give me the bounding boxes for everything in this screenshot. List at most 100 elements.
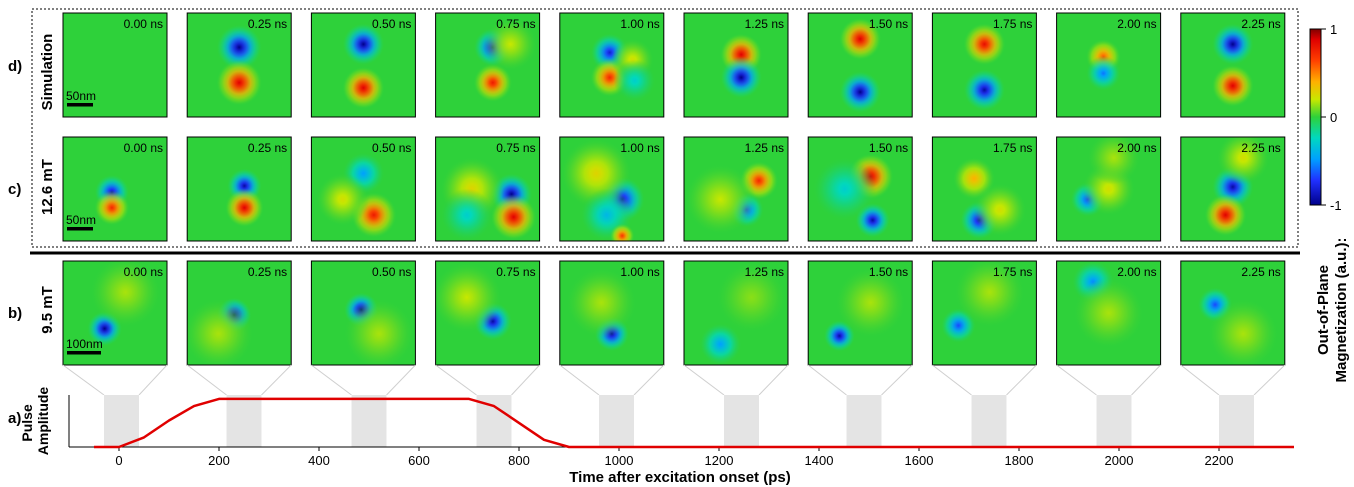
magnetization-feature xyxy=(435,262,503,333)
frame-panel: 0.75 ns xyxy=(435,12,541,118)
frame-time-label: 1.50 ns xyxy=(869,17,908,31)
gate-connector-right xyxy=(138,364,168,396)
frame-border xyxy=(435,260,541,366)
frame-border xyxy=(931,136,1037,242)
frame-time-label: 1.00 ns xyxy=(620,17,659,31)
magnetization-feature xyxy=(1087,137,1141,185)
frame-border xyxy=(1056,12,1162,118)
x-tick-label: 1800 xyxy=(1005,453,1034,468)
x-tick-label: 2000 xyxy=(1105,453,1134,468)
frame-panel: 0.50 ns xyxy=(310,12,416,118)
magnetization-feature xyxy=(473,63,513,103)
frame-panel: 1.75 ns xyxy=(931,260,1037,366)
x-tick-label: 1600 xyxy=(905,453,934,468)
gate-connectors xyxy=(62,364,1286,396)
frame-rows: 0.00 ns 50nm 0.25 ns 0.50 ns 0.75 ns 1.00 ns 1… xyxy=(62,12,1286,366)
frame-panel: 2.00 ns xyxy=(1056,136,1162,242)
pulse-series-line xyxy=(94,397,1294,449)
pulse-plot: 0 200 400 600 800 1000 1200 1400 1600 1800 2000 220… xyxy=(19,387,1294,486)
magnetization-feature xyxy=(1207,298,1279,365)
frame-panel: 1.00 ns xyxy=(559,12,665,118)
gate-connector-right xyxy=(633,364,665,396)
frame-time-label: 2.25 ns xyxy=(1241,141,1280,155)
row-label-9-5-mt: 9.5 mT xyxy=(39,286,56,334)
pulse-ylabel-line1: Pulse xyxy=(19,404,35,442)
frame-time-label: 0.00 ns xyxy=(124,265,163,279)
frame-time-label: 1.25 ns xyxy=(745,17,784,31)
frame-time-label: 0.50 ns xyxy=(372,17,411,31)
x-tick-label: 1000 xyxy=(605,453,634,468)
gate-connector-right xyxy=(386,364,416,396)
frame-panel: 1.00 ns xyxy=(559,260,665,366)
scale-bar-label: 50nm xyxy=(66,213,96,227)
row-label-simulation: Simulation xyxy=(39,34,56,111)
magnetization-feature xyxy=(1073,277,1144,349)
gate-connector-right xyxy=(758,364,789,396)
gate-windows xyxy=(104,395,1254,447)
frame-panel: 0.25 ns xyxy=(186,260,292,366)
magnetization-feature xyxy=(1216,137,1270,185)
frame-panel: 0.25 ns xyxy=(186,12,292,118)
frame-panel: 0.50 ns xyxy=(310,136,416,242)
frame-time-label: 1.00 ns xyxy=(620,141,659,155)
frame-border xyxy=(1180,136,1286,242)
gate-connector-right xyxy=(1131,364,1161,396)
frame-panel: 1.25 ns xyxy=(683,260,789,366)
frame-time-label: 2.00 ns xyxy=(1117,141,1156,155)
frame-border xyxy=(186,136,292,242)
frame-time-label: 2.25 ns xyxy=(1241,265,1280,279)
frame-border xyxy=(683,260,789,366)
colorbar-tick-label: -1 xyxy=(1330,198,1342,213)
gate-connector-left xyxy=(1180,364,1220,396)
x-tick-label: 1200 xyxy=(705,453,734,468)
x-tick-label: 2200 xyxy=(1205,453,1234,468)
x-tick-label: 400 xyxy=(308,453,330,468)
frame-border xyxy=(435,12,541,118)
frame-panel: 2.00 ns xyxy=(1056,260,1162,366)
frame-border xyxy=(683,136,789,242)
gate-window xyxy=(971,395,1007,447)
frame-time-label: 1.50 ns xyxy=(869,265,908,279)
gate-window xyxy=(1096,395,1132,447)
frame-border xyxy=(310,12,416,118)
frame-border xyxy=(186,260,292,366)
x-tick-label: 600 xyxy=(408,453,430,468)
frame-border xyxy=(683,12,789,118)
panel-b-label: b) xyxy=(8,305,22,322)
gate-connector-left xyxy=(186,364,227,396)
frame-background xyxy=(63,13,167,117)
magnetization-feature xyxy=(342,22,385,66)
frame-panel: 2.25 ns xyxy=(1180,12,1286,118)
frame-time-label: 0.25 ns xyxy=(248,17,287,31)
frame-time-label: 0.75 ns xyxy=(496,17,535,31)
frame-border xyxy=(807,12,913,118)
frame-time-label: 1.75 ns xyxy=(993,141,1032,155)
magnetization-feature xyxy=(812,157,877,221)
gate-window xyxy=(724,395,759,447)
frame-time-label: 1.00 ns xyxy=(620,265,659,279)
gate-connector-right xyxy=(881,364,913,396)
gate-window xyxy=(1219,395,1254,447)
x-tick-label: 1400 xyxy=(805,453,834,468)
frame-border xyxy=(559,136,665,242)
magnetization-feature xyxy=(1211,22,1255,66)
frame-time-label: 1.50 ns xyxy=(869,141,908,155)
frame-border xyxy=(931,260,1037,366)
pulse-ylabel-line2: Amplitude xyxy=(35,387,51,456)
frame-panel: 2.00 ns xyxy=(1056,12,1162,118)
magnetization-feature xyxy=(685,164,756,235)
frame-time-label: 0.75 ns xyxy=(496,265,535,279)
frame-panel: 1.50 ns xyxy=(807,12,913,118)
gate-connector-left xyxy=(683,364,725,396)
gate-window xyxy=(351,395,387,447)
magnetization-feature xyxy=(187,298,254,365)
colorbar-tick-label: 0 xyxy=(1330,110,1337,125)
frame-border xyxy=(807,260,913,366)
magnetization-feature xyxy=(483,17,537,71)
frame-time-label: 0.75 ns xyxy=(496,141,535,155)
frame-border xyxy=(62,136,168,242)
scale-bar xyxy=(67,351,101,355)
magnetization-feature xyxy=(1211,64,1255,108)
scale-bar-label: 50nm xyxy=(66,89,96,103)
gate-connector-right xyxy=(1006,364,1037,396)
